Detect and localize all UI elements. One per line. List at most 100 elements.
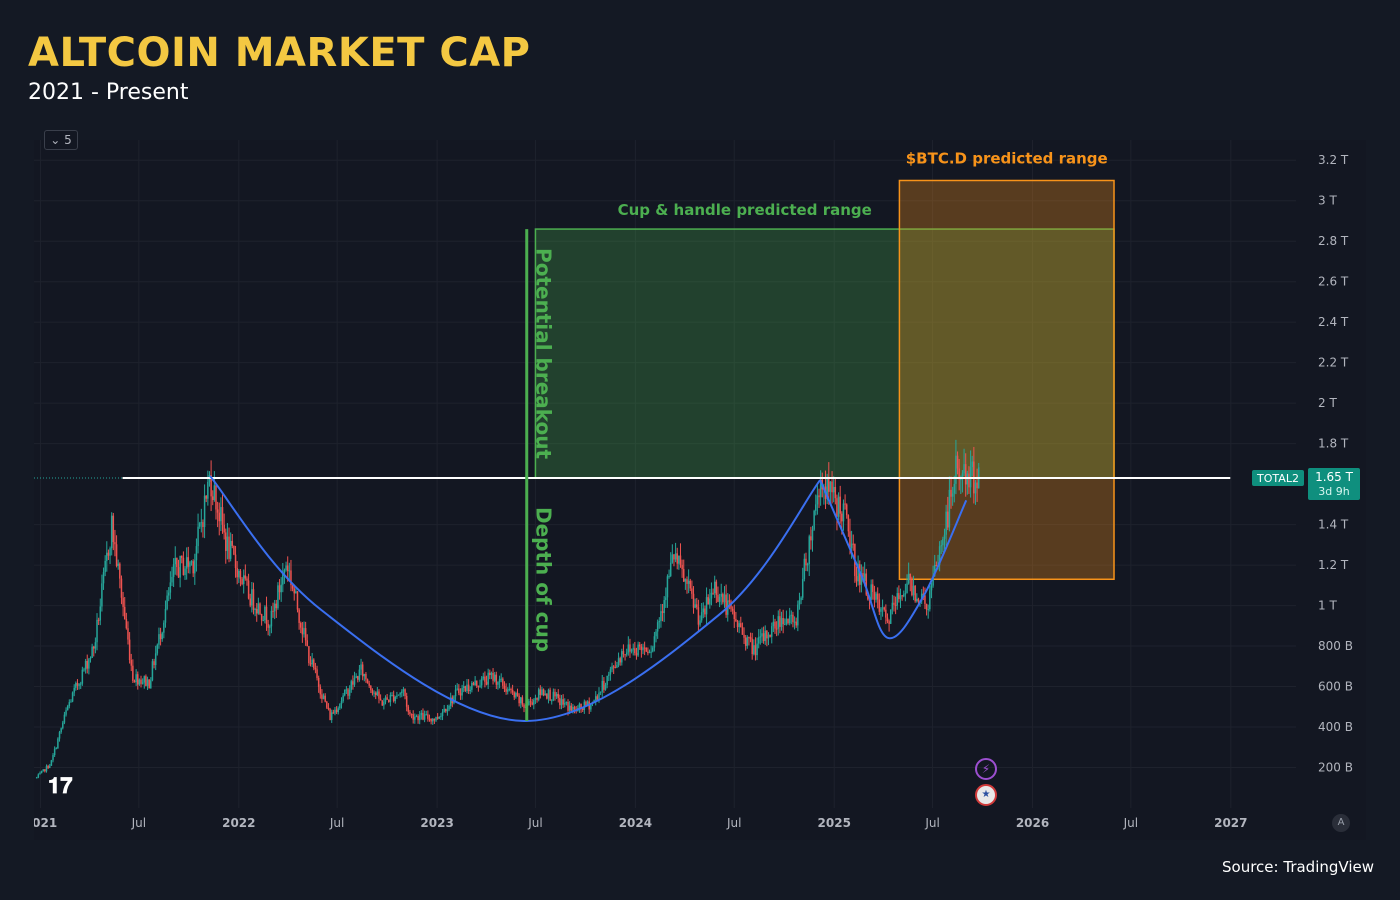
candle-body (642, 647, 644, 651)
x-tick-label: Jul (924, 816, 939, 830)
candle-body (816, 495, 819, 505)
candle-body (55, 748, 58, 750)
candle-body (891, 602, 894, 610)
candle-body (617, 658, 620, 666)
candle-body (753, 645, 755, 655)
candle-body (262, 620, 265, 622)
candle-body (547, 689, 550, 699)
candle-body (404, 689, 406, 696)
bolt-icon[interactable]: ⚡ (975, 758, 997, 780)
candle-body (233, 545, 235, 555)
candle-body (448, 705, 450, 710)
candle-body (702, 608, 705, 613)
candle-body (793, 621, 796, 623)
auto-scale-button[interactable]: A (1332, 814, 1350, 832)
candle-body (696, 604, 698, 608)
candle-body (779, 616, 781, 627)
candle-body (749, 637, 752, 639)
candle-body (567, 701, 569, 711)
candle-body (870, 584, 872, 600)
candle-body (97, 619, 100, 621)
candle-body (622, 651, 625, 655)
candle-body (479, 685, 481, 687)
candle-body (857, 564, 859, 582)
price-badge (1308, 468, 1360, 501)
candle-body (859, 564, 861, 585)
candle-body (604, 684, 607, 690)
candle-body (324, 695, 326, 702)
candle-body (536, 697, 538, 700)
candle-body (787, 618, 789, 624)
candle-body (228, 536, 230, 559)
candle-body (397, 694, 400, 696)
candle-body (534, 697, 537, 701)
candle-body (692, 593, 695, 608)
candle-body (715, 581, 718, 595)
candle-body (190, 561, 193, 563)
candle-body (71, 692, 74, 702)
cup-curve (209, 475, 821, 722)
candle-body (303, 628, 305, 635)
candle-body (414, 716, 416, 720)
candle-body (39, 773, 41, 775)
candle-body (368, 683, 370, 686)
price-chart[interactable]: Potential breakout Depth of cup Cup & hand… (34, 140, 1366, 840)
candle-body (340, 701, 343, 705)
candle-body (202, 522, 204, 528)
candle-body (899, 595, 902, 600)
candle-body (135, 674, 137, 683)
candle-body (234, 554, 237, 569)
y-tick-label: 600 B (1318, 680, 1353, 694)
candle-body (469, 689, 471, 692)
us-flag-icon[interactable]: ★ (975, 784, 997, 806)
candle-body (894, 604, 897, 606)
x-tick-label: Jul (726, 816, 741, 830)
x-tick-label: Jul (1123, 816, 1138, 830)
candle-body (495, 674, 498, 685)
candle-body (194, 560, 196, 574)
candle-body (542, 689, 545, 696)
last-price-label: 1.65 T (1315, 470, 1354, 484)
candle-body (383, 701, 385, 706)
y-tick-label: 1 T (1318, 599, 1337, 613)
candle-body (355, 676, 357, 678)
candle-body (943, 534, 946, 539)
cup-curve (819, 479, 968, 640)
candle-body (176, 557, 178, 568)
candle-body (904, 593, 907, 595)
x-tick-label: 2024 (619, 816, 652, 830)
candle-body (123, 606, 126, 619)
candle-body (916, 598, 918, 602)
candle-body (148, 679, 150, 689)
candle-body (498, 679, 501, 683)
candle-body (648, 652, 651, 654)
candle-body (932, 575, 934, 586)
candle-body (89, 657, 92, 660)
candle-body (322, 695, 325, 699)
candle-body (141, 682, 144, 684)
candle-body (554, 691, 556, 697)
x-tick-label: 2025 (818, 816, 851, 830)
candle-body (619, 658, 621, 663)
candle-body (889, 609, 892, 624)
candle-body (881, 607, 884, 609)
candle-body (818, 495, 820, 498)
candle-body (777, 616, 780, 629)
symbol-badge (1252, 470, 1304, 487)
chart-panel[interactable]: Potential breakout Depth of cup Cup & hand… (34, 140, 1366, 840)
candle-body (741, 627, 744, 635)
y-tick-label: 400 B (1318, 720, 1353, 734)
candle-body (246, 578, 248, 581)
breakout-label: Potential breakout (532, 248, 556, 459)
candle-body (402, 689, 405, 692)
interval-button[interactable]: ⌄ 5 (44, 130, 78, 150)
candle-body (137, 674, 139, 685)
candle-body (625, 652, 628, 655)
candle-body (586, 701, 589, 706)
candle-body (599, 691, 602, 693)
candle-body (295, 591, 297, 594)
candle-body (663, 600, 665, 614)
candle-body (568, 705, 571, 711)
candle-body (102, 572, 105, 584)
candle-body (733, 610, 736, 620)
